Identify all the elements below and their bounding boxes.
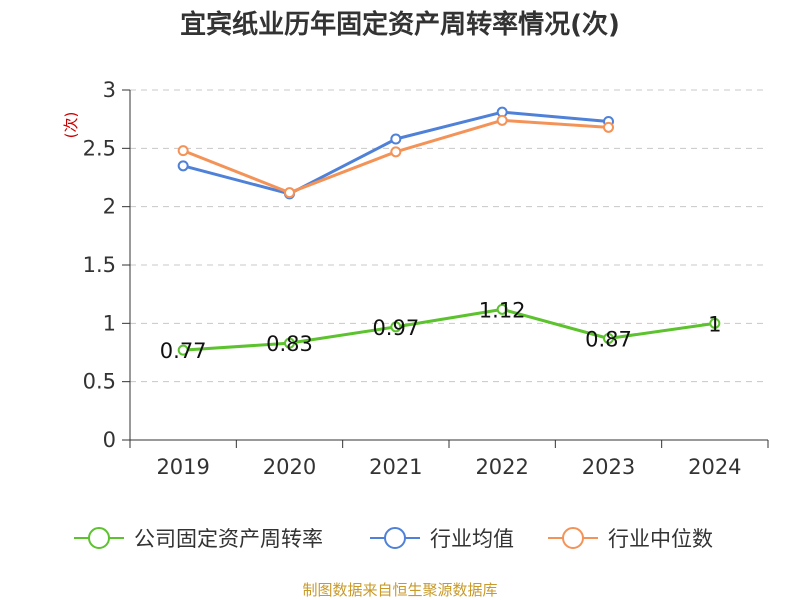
y-tick-label: 0	[103, 428, 116, 452]
source-note: 制图数据来自恒生聚源数据库	[302, 581, 497, 599]
axes: 0 0.5 1 1.5 2 2.5 3 2019 2020 2021 2022 2023 2024	[83, 78, 769, 479]
y-tick-label: 1.5	[83, 253, 116, 277]
y-tick-label: 0.5	[83, 370, 116, 394]
y-tick-label: 1	[103, 311, 116, 335]
data-point	[284, 337, 295, 349]
x-tick-label: 2019	[156, 455, 209, 479]
data-point	[390, 133, 402, 145]
data-point	[496, 114, 508, 126]
y-axis-unit: (次)	[62, 112, 80, 139]
data-point	[709, 317, 721, 329]
series-line	[183, 307, 716, 352]
data-point	[603, 333, 614, 344]
y-tick-label: 2.5	[83, 136, 116, 160]
x-tick-label: 2020	[263, 455, 316, 479]
data-point	[177, 160, 189, 172]
legend-label: 行业中位数	[608, 527, 713, 551]
data-label: 1.12	[479, 298, 526, 322]
y-tick-label: 3	[103, 78, 116, 102]
legend: 公司固定资产周转率 行业均值 行业中位数	[74, 527, 713, 551]
legend-label: 公司固定资产周转率	[134, 527, 323, 551]
grid-lines	[130, 89, 768, 383]
data-point	[177, 344, 189, 356]
chart-title: 宜宾纸业历年固定资产周转率情况(次)	[180, 9, 620, 40]
data-point	[284, 187, 295, 199]
series	[177, 106, 721, 356]
data-point	[390, 146, 402, 158]
legend-marker	[562, 527, 584, 549]
x-tick-label: 2021	[369, 455, 422, 479]
data-point	[603, 121, 614, 133]
data-label: 0.97	[372, 316, 419, 340]
data-labels: 0.77 0.83 0.97 1.12 0.87 1	[160, 298, 722, 363]
data-label: 0.83	[266, 332, 313, 356]
data-label: 0.77	[160, 339, 207, 363]
legend-label: 行业均值	[430, 527, 514, 551]
data-point	[390, 321, 402, 333]
legend-marker	[384, 527, 406, 549]
data-point	[177, 145, 189, 157]
x-tick-label: 2023	[582, 455, 635, 479]
data-label: 0.87	[585, 328, 632, 352]
x-tick-label: 2022	[475, 455, 528, 479]
legend-marker	[88, 527, 110, 549]
y-tick-label: 2	[103, 195, 116, 219]
x-tick-label: 2024	[688, 455, 741, 479]
data-label: 1	[708, 312, 721, 336]
data-point	[496, 303, 508, 315]
